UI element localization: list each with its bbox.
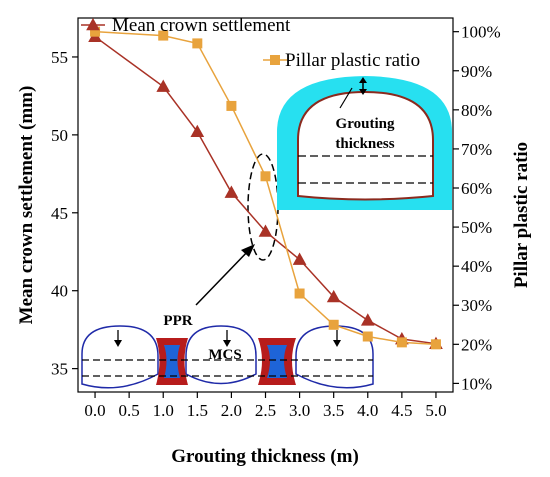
down-arrow-1-head <box>114 340 122 347</box>
ppr-label: PPR <box>163 313 192 329</box>
down-arrow-2-head <box>223 340 231 347</box>
legend-label-settlement: Mean crown settlement <box>112 15 291 36</box>
x-axis-ticks: 0.0 0.5 1.0 1.5 2.0 2.5 3.0 3.5 4.0 4.5 5.0 <box>84 392 447 420</box>
pillar-inset: PPR MCS <box>81 313 374 389</box>
settlement-line <box>94 36 437 345</box>
tunnel-opening <box>297 90 434 201</box>
x-tick-label: 1.5 <box>187 401 208 420</box>
plastic-ratio-point <box>328 319 339 330</box>
settlement-point <box>326 289 341 303</box>
y-right-tick-label: 60% <box>461 179 492 198</box>
inset-pointer <box>339 87 353 109</box>
plastic-ratio-point <box>158 30 169 41</box>
inset-label-thickness: thickness <box>335 136 394 152</box>
plastic-ratio-point <box>226 100 237 111</box>
arrow-line <box>195 247 252 306</box>
legend: Mean crown settlement Pillar plastic rati… <box>81 15 420 71</box>
plastic-ratio-point <box>396 337 407 348</box>
thickness-arrow-head-bottom <box>359 89 367 95</box>
y-left-tick-label: 45 <box>51 204 68 223</box>
y-left-tick-label: 55 <box>51 48 68 67</box>
y-right-tick-label: 40% <box>461 257 492 276</box>
pillar-left-core <box>164 345 180 378</box>
x-tick-label: 5.0 <box>425 401 446 420</box>
settlement-point <box>224 185 239 198</box>
thickness-arrow-head-top <box>359 77 367 83</box>
tunnel-left <box>81 325 159 389</box>
x-tick-label: 2.5 <box>255 401 276 420</box>
y-left-axis-title: Mean crown settlement (mm) <box>16 86 37 325</box>
y-left-tick-label: 40 <box>51 282 68 301</box>
x-tick-label: 0.0 <box>84 401 105 420</box>
y-right-axis-title: Pillar plastic ratio <box>511 142 532 288</box>
tunnel-right <box>295 325 374 389</box>
plastic-ratio-line <box>95 30 436 346</box>
x-tick-label: 4.5 <box>391 401 412 420</box>
x-axis-title: Grouting thickness (m) <box>171 446 359 467</box>
y-left-axis-ticks: 35 40 45 50 55 <box>51 48 78 379</box>
plastic-ratio-point <box>362 331 373 342</box>
legend-marker-plastic-ratio <box>270 55 280 65</box>
settlement-point <box>156 79 171 92</box>
y-left-tick-label: 35 <box>51 360 68 379</box>
tunnel-middle <box>185 325 257 385</box>
y-left-tick-label: 50 <box>51 126 68 145</box>
x-tick-label: 2.0 <box>221 401 242 420</box>
legend-marker-settlement <box>86 17 100 31</box>
inset-label-grouting: Grouting <box>336 116 395 132</box>
y-right-tick-label: 20% <box>461 335 492 354</box>
down-arrow-3-head <box>333 340 341 347</box>
y-right-tick-label: 50% <box>461 218 492 237</box>
y-right-tick-label: 90% <box>461 62 492 81</box>
tunnel-inset: Grouting thickness <box>277 76 452 210</box>
plastic-ratio-point <box>294 288 305 299</box>
x-tick-label: 1.0 <box>153 401 174 420</box>
series-layer <box>88 26 443 350</box>
y-right-tick-label: 80% <box>461 101 492 120</box>
pillar-right-core <box>267 345 287 378</box>
y-right-tick-label: 70% <box>461 140 492 159</box>
x-tick-label: 3.5 <box>323 401 344 420</box>
settlement-point <box>258 224 273 237</box>
settlement-point <box>292 252 307 265</box>
legend-label-plastic-ratio: Pillar plastic ratio <box>285 50 420 71</box>
plastic-ratio-point <box>260 171 271 182</box>
x-tick-label: 3.0 <box>289 401 310 420</box>
y-right-tick-label: 30% <box>461 296 492 315</box>
mcs-label: MCS <box>208 347 241 363</box>
plastic-ratio-point <box>192 38 203 49</box>
y-right-axis-ticks: 10% 20% 30% 40% 50% 60% 70% 80% 90% 100% <box>453 23 501 393</box>
x-tick-label: 0.5 <box>119 401 140 420</box>
x-tick-label: 4.0 <box>357 401 378 420</box>
plastic-ratio-point <box>430 339 441 350</box>
y-right-tick-label: 100% <box>461 23 501 42</box>
settlement-point <box>190 124 205 138</box>
arrow-head <box>241 244 255 257</box>
y-right-tick-label: 10% <box>461 374 492 393</box>
settlement-point <box>360 313 375 326</box>
